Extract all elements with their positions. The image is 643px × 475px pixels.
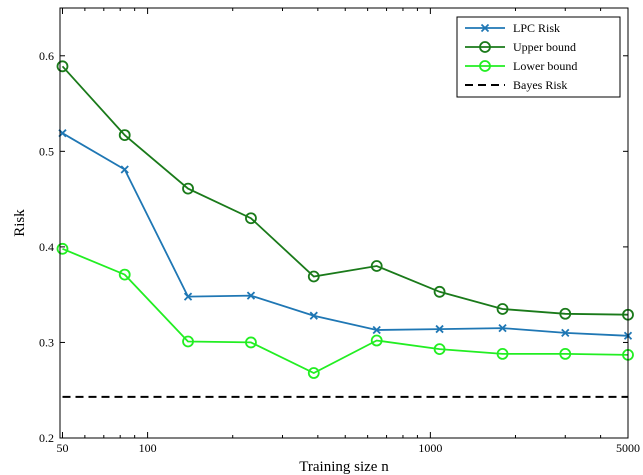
data-point — [118, 129, 131, 141]
data-point — [561, 328, 570, 338]
data-point — [182, 335, 194, 348]
x-tick-label: 50 — [56, 441, 68, 455]
legend-marker — [479, 41, 491, 53]
series-line — [61, 65, 629, 316]
data-point — [183, 292, 193, 301]
data-point — [245, 336, 257, 349]
series-1 — [56, 60, 634, 321]
data-point — [120, 165, 129, 174]
legend-label: Lower bound — [513, 59, 577, 73]
y-tick-label: 0.6 — [39, 49, 54, 63]
data-point — [56, 60, 69, 73]
data-point — [370, 260, 383, 272]
data-point — [307, 367, 320, 379]
y-axis-label: Risk — [12, 209, 28, 237]
data-point — [370, 334, 383, 347]
y-tick-label: 0.3 — [39, 335, 54, 349]
legend-label: Upper bound — [513, 40, 576, 54]
data-point — [372, 325, 381, 335]
legend-label: LPC Risk — [513, 21, 560, 35]
data-point — [118, 268, 131, 281]
x-tick-label: 5000 — [616, 441, 640, 455]
y-tick-label: 0.5 — [39, 144, 54, 158]
data-point — [559, 307, 572, 320]
data-point — [307, 270, 320, 283]
series-0 — [58, 129, 633, 340]
legend-marker — [479, 60, 491, 72]
data-point — [498, 323, 507, 333]
data-point — [182, 182, 194, 195]
data-point — [309, 311, 318, 320]
data-point — [245, 212, 257, 225]
data-point — [435, 324, 444, 334]
legend-box — [456, 16, 621, 98]
data-point — [559, 348, 572, 360]
legend-label: Bayes Risk — [513, 78, 567, 92]
series-line — [62, 132, 629, 337]
data-point — [56, 242, 69, 255]
ticks-layer: 0.2 0.3 0.4 0.5 0.6 50 100 1000 5000 — [39, 8, 640, 455]
plot-frame — [59, 7, 629, 439]
data-point — [496, 303, 509, 315]
y-tick-label: 0.2 — [39, 431, 54, 445]
data-point — [246, 291, 256, 300]
data-point — [496, 348, 509, 360]
x-tick-label: 100 — [139, 441, 157, 455]
x-tick-label: 1000 — [418, 441, 442, 455]
series-line — [62, 247, 629, 375]
data-point — [433, 343, 446, 356]
series-2 — [56, 242, 634, 379]
series-layer — [56, 60, 634, 398]
x-axis-label: Training size n — [299, 459, 389, 475]
data-point — [433, 285, 446, 298]
legend-marker — [480, 23, 490, 33]
y-tick-label: 0.4 — [39, 240, 54, 254]
legend: LPC Risk Upper bound Lower bound Bayes Risk — [456, 16, 621, 98]
